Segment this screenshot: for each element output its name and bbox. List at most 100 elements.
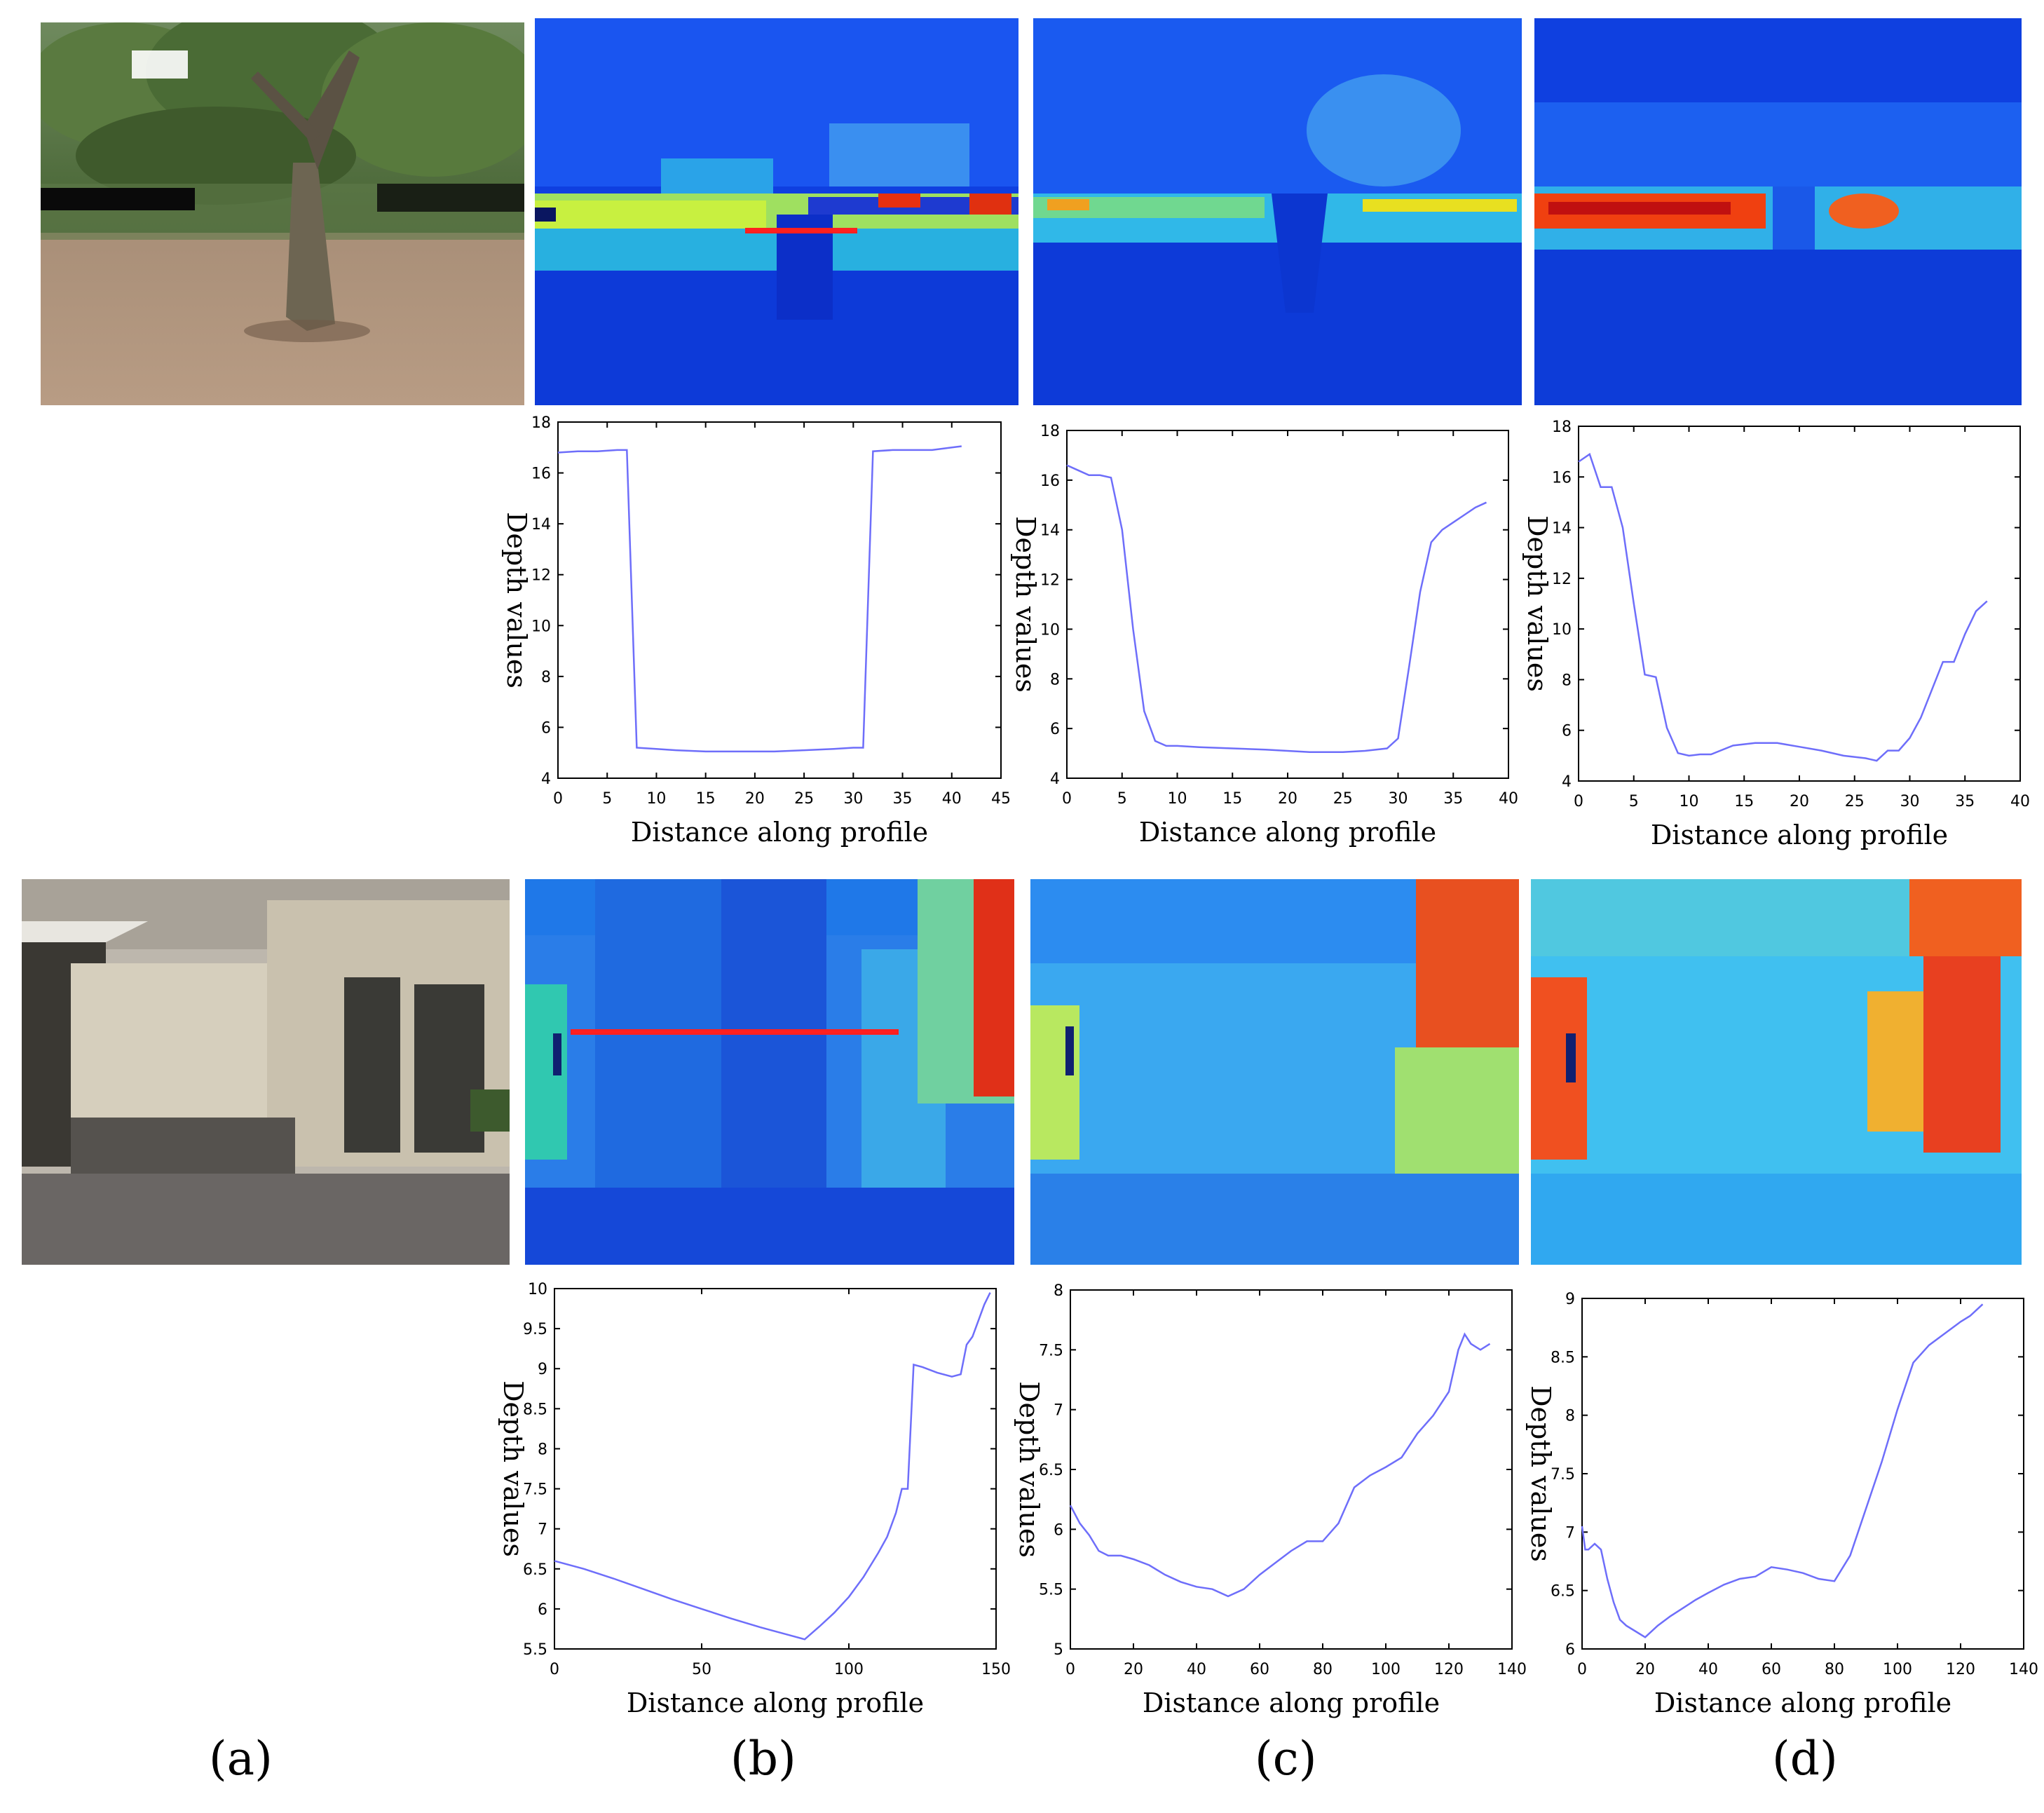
x-tick-label: 100 xyxy=(1371,1661,1401,1678)
y-tick-label: 5.5 xyxy=(523,1641,547,1659)
y-tick-label: 12 xyxy=(1552,571,1572,588)
y-axis-label: Depth values xyxy=(498,1380,529,1557)
y-tick-label: 8 xyxy=(1050,671,1060,688)
x-tick-label: 140 xyxy=(1497,1661,1527,1678)
x-axis-label: Distance along profile xyxy=(1143,1688,1440,1718)
x-tick-label: 10 xyxy=(1680,793,1699,810)
y-tick-label: 7.5 xyxy=(523,1481,547,1499)
depthmap-building-c xyxy=(1030,879,1519,1265)
x-tick-label: 5 xyxy=(1629,793,1639,810)
x-tick-label: 120 xyxy=(1946,1661,1975,1678)
series-line xyxy=(557,445,962,753)
x-tick-label: 30 xyxy=(843,790,863,808)
y-tick-label: 6 xyxy=(1562,723,1572,740)
profile-marker-building xyxy=(571,1029,899,1035)
y-tick-label: 6 xyxy=(1050,721,1060,738)
x-axis-label: Distance along profile xyxy=(631,817,928,848)
y-tick-label: 8 xyxy=(541,669,551,686)
y-tick-label: 6 xyxy=(1565,1641,1575,1659)
panel-label-d: (d) xyxy=(1772,1732,1838,1786)
chart-4: 0 50 100 150 5.5 6 6.5 7 7.5 8 8.5 9 9.5 10 Distance a… xyxy=(498,1281,1011,1718)
x-tick-label: 10 xyxy=(646,790,666,808)
y-tick-label: 4 xyxy=(1050,770,1060,788)
x-tick-label: 25 xyxy=(1333,790,1353,808)
plot-frame xyxy=(1066,430,1509,779)
x-tick-label: 120 xyxy=(1434,1661,1464,1678)
photo-building xyxy=(22,879,510,1265)
y-tick-label: 8 xyxy=(1562,672,1572,689)
series-line xyxy=(1069,1332,1491,1598)
depthmap-tree-b xyxy=(535,18,1018,405)
x-tick-label: 25 xyxy=(1845,793,1865,810)
y-tick-label: 7.5 xyxy=(1551,1466,1575,1483)
x-tick-label: 20 xyxy=(1124,1661,1143,1678)
y-tick-label: 14 xyxy=(531,516,551,534)
chart-6: 0 20 40 60 80 100 120 140 6 6.5 7 7.5 8 8.5 9 Distance … xyxy=(1525,1291,2038,1718)
y-tick-label: 10 xyxy=(528,1281,547,1298)
x-tick-label: 0 xyxy=(553,790,563,808)
y-tick-label: 18 xyxy=(531,414,551,432)
x-tick-label: 100 xyxy=(1883,1661,1912,1678)
y-tick-label: 18 xyxy=(1552,419,1572,436)
panel-label-c: (c) xyxy=(1255,1732,1317,1786)
x-tick-label: 0 xyxy=(1577,1661,1587,1678)
y-tick-label: 9 xyxy=(1565,1291,1575,1308)
depthmap-building-b xyxy=(525,879,1014,1265)
y-tick-label: 5.5 xyxy=(1039,1582,1063,1599)
x-tick-label: 5 xyxy=(1117,790,1127,808)
x-tick-label: 0 xyxy=(550,1661,559,1678)
series-line xyxy=(1066,464,1487,754)
plot-frame xyxy=(554,1288,997,1650)
y-tick-label: 6 xyxy=(541,719,551,737)
panel-label-b: (b) xyxy=(730,1732,796,1786)
x-tick-label: 30 xyxy=(1389,790,1408,808)
y-tick-label: 8.5 xyxy=(1551,1349,1575,1366)
y-tick-label: 7 xyxy=(538,1521,547,1539)
x-tick-label: 0 xyxy=(1065,1661,1075,1678)
series-line xyxy=(554,1292,991,1641)
y-tick-label: 7 xyxy=(1565,1524,1575,1542)
y-tick-label: 10 xyxy=(531,618,551,635)
x-tick-label: 50 xyxy=(692,1661,711,1678)
x-tick-label: 40 xyxy=(1187,1661,1206,1678)
y-tick-label: 4 xyxy=(1562,773,1572,791)
x-tick-label: 45 xyxy=(991,790,1011,808)
x-tick-label: 5 xyxy=(602,790,612,808)
photo-tree xyxy=(41,22,524,405)
y-tick-label: 6.5 xyxy=(523,1561,547,1579)
y-tick-label: 6.5 xyxy=(1039,1462,1063,1479)
x-tick-label: 40 xyxy=(1698,1661,1718,1678)
x-tick-label: 0 xyxy=(1574,793,1583,810)
chart-2: 0 5 10 15 20 25 30 35 40 4 6 8 10 12 14 16 18 Distance al… xyxy=(1010,423,1518,848)
x-tick-label: 15 xyxy=(1734,793,1754,810)
y-tick-label: 12 xyxy=(531,567,551,585)
y-tick-label: 16 xyxy=(1040,473,1060,490)
x-tick-label: 40 xyxy=(1499,790,1518,808)
y-tick-label: 7 xyxy=(1054,1402,1063,1420)
y-tick-label: 6.5 xyxy=(1551,1583,1575,1601)
y-tick-label: 10 xyxy=(1552,621,1572,639)
y-axis-label: Depth values xyxy=(1522,515,1553,692)
x-tick-label: 20 xyxy=(745,790,765,808)
x-axis-label: Distance along profile xyxy=(1654,1688,1951,1718)
x-tick-label: 30 xyxy=(1900,793,1920,810)
chart-1: 0 5 10 15 20 25 30 35 40 45 4 6 8 10 12 14 16 18 Distance … xyxy=(501,414,1011,848)
plot-frame xyxy=(1070,1289,1513,1650)
depthmap-tree-c xyxy=(1033,18,1522,405)
y-tick-label: 4 xyxy=(541,770,551,788)
chart-5: 0 20 40 60 80 100 120 140 5 5.5 6 6.5 7 7.5 8 Distance … xyxy=(1014,1282,1527,1718)
x-tick-label: 40 xyxy=(2010,793,2030,810)
x-tick-label: 20 xyxy=(1278,790,1297,808)
x-tick-label: 100 xyxy=(834,1661,864,1678)
x-axis-label: Distance along profile xyxy=(1651,820,1948,850)
y-tick-label: 16 xyxy=(531,466,551,483)
y-axis-label: Depth values xyxy=(1010,516,1041,693)
plot-frame xyxy=(1578,426,2021,782)
x-tick-label: 10 xyxy=(1168,790,1187,808)
x-axis-label: Distance along profile xyxy=(627,1688,924,1718)
y-tick-label: 5 xyxy=(1054,1641,1063,1659)
x-tick-label: 35 xyxy=(893,790,913,808)
panel-label-a: (a) xyxy=(209,1732,273,1786)
x-tick-label: 25 xyxy=(794,790,814,808)
